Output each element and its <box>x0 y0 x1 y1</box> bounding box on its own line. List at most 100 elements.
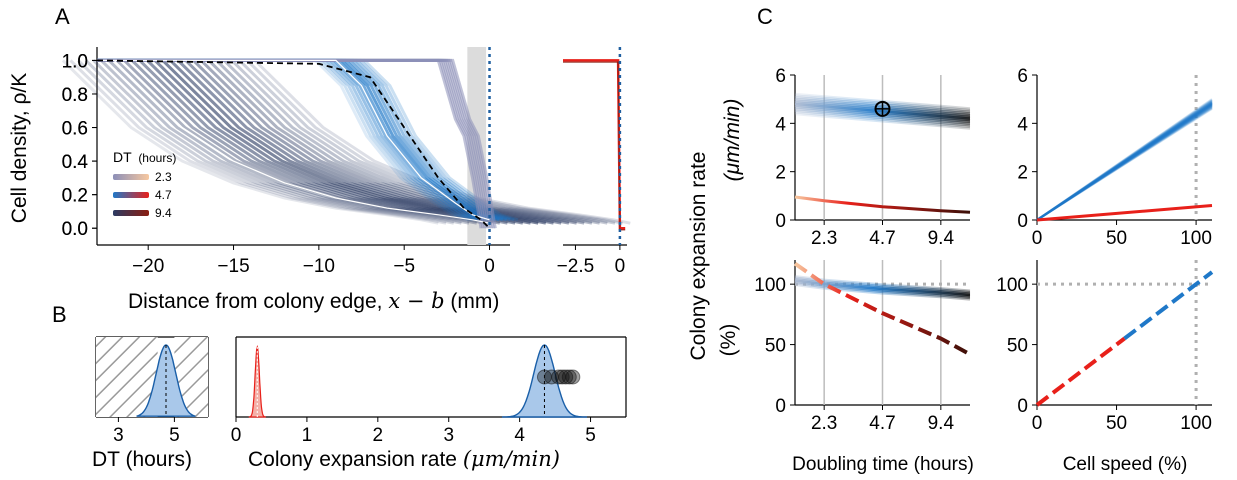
legend-swatch-2-3 <box>113 174 149 180</box>
series-4-7-line <box>97 58 481 222</box>
y-tick-label: 0 <box>775 211 786 232</box>
panel-a-ylabel: Cell density, ρ/K <box>8 73 31 223</box>
y-tick-label: 0.6 <box>62 119 88 140</box>
y-tick-label: 4 <box>775 114 786 135</box>
legend-label-9-4: 9.4 <box>155 206 172 220</box>
series-2-3-line <box>97 58 497 229</box>
y-tick-label: 50 <box>765 336 786 357</box>
series-9-4-median <box>113 59 490 224</box>
series-4-7-line <box>97 58 478 222</box>
x-tick-label: 0 <box>484 256 495 277</box>
legend-title: DT (hours) <box>113 149 176 165</box>
x-tick-label: 0 <box>1032 413 1043 434</box>
axes-a-main: −20 −15 −10 −5 0 0.0 0.2 0.4 0.6 0.8 1.0 <box>62 47 631 277</box>
x-tick-label: 2 <box>373 425 384 446</box>
y-tick-label: 100 <box>996 275 1028 296</box>
x-tick-label: 2.3 <box>811 228 837 249</box>
series-4-7-line <box>97 58 489 222</box>
panel-label-b: B <box>52 302 67 327</box>
inset-red-line <box>563 59 626 230</box>
x-tick-label: 2.3 <box>811 413 837 434</box>
series-9-4-line <box>192 59 570 225</box>
y-tick-label: 0.8 <box>62 85 88 106</box>
series-9-4-line <box>207 59 585 225</box>
x-tick-label: −10 <box>303 256 335 277</box>
x-tick-label: 4.7 <box>869 228 895 249</box>
x-tick-label: 0 <box>1032 228 1043 249</box>
panel-c-bottom-unit: (%) <box>717 324 740 357</box>
y-tick-label: 0.2 <box>62 186 88 207</box>
panel-a-legend: DT (hours) 2.3 4.7 9.4 <box>113 149 176 220</box>
x-tick-label: 3 <box>443 425 454 446</box>
y-tick-label: 0.6 <box>62 119 88 140</box>
x-tick-label: 0 <box>615 256 626 277</box>
legend-swatch-9-4 <box>113 210 149 216</box>
y-tick-label: 1.0 <box>62 51 88 72</box>
series-4-7-line <box>97 58 474 222</box>
y-tick-label: 50 <box>1007 336 1028 357</box>
red-dashed-line <box>1035 336 1126 407</box>
x-tick-label: 1 <box>302 425 313 446</box>
observed-point <box>565 369 581 385</box>
x-tick-label: −5 <box>393 256 415 277</box>
panel-c-ylabel: Colony expansion rate <box>687 152 710 361</box>
y-tick-label: 1.0 <box>62 51 88 72</box>
series-9-4-line <box>61 59 439 225</box>
axes-c-bottom-left: 2.3 4.7 9.4 0 50 100 <box>754 260 971 434</box>
legend-label-4-7: 4.7 <box>155 188 172 202</box>
series-9-4-line <box>200 59 577 225</box>
blue-band-line <box>794 111 971 129</box>
panel-label-c: C <box>757 4 773 29</box>
y-tick-label: 6 <box>1017 66 1028 87</box>
panel-label-a: A <box>55 4 70 29</box>
axes-b-right: 0 1 2 3 4 5 <box>231 336 627 446</box>
series-4-7-line <box>97 58 496 222</box>
y-tick-label: 0.4 <box>62 152 89 173</box>
series-9-4-line <box>84 59 462 225</box>
x-tick-label: 3 <box>113 425 124 446</box>
x-tick-label: 50 <box>1106 413 1127 434</box>
panel-b-left-xlabel: DT (hours) <box>92 448 192 471</box>
red-dashed-line <box>793 261 971 357</box>
series-9-4-line <box>100 59 477 225</box>
blue-band-line <box>794 282 971 300</box>
red-distribution <box>248 345 266 418</box>
observed-point <box>561 369 577 385</box>
panel-c-top-unit: (μm/min) <box>721 99 744 182</box>
blue-band-line <box>794 280 971 298</box>
blue-band-line <box>794 276 971 294</box>
panel-b-right-xlabel: Colony expansion rate (μm/min) <box>248 447 560 471</box>
legend-swatch-4-7 <box>113 192 149 198</box>
blue-band-line <box>794 277 971 295</box>
blue-band-line <box>794 283 971 301</box>
axes-c-top-left: 2.3 4.7 9.4 0 2 4 6 <box>775 66 971 249</box>
x-tick-label: 100 <box>1180 413 1212 434</box>
y-tick-label: 100 <box>754 275 786 296</box>
series-9-4-line <box>69 59 447 225</box>
blue-band-line <box>1036 99 1213 221</box>
dashed-fit-line <box>96 59 491 229</box>
blue-band-line <box>794 279 971 297</box>
x-tick-label: 5 <box>169 425 180 446</box>
series-9-4-line <box>77 59 454 225</box>
red-line <box>1036 204 1213 222</box>
x-tick-label: 100 <box>1180 228 1212 249</box>
blue-band-line <box>794 109 971 127</box>
x-tick-label: 4.7 <box>869 413 895 434</box>
panel-a-xlabel: Distance from colony edge, x − b (mm) <box>128 289 499 313</box>
series-9-4-line <box>123 59 501 225</box>
x-tick-label: 9.4 <box>928 228 955 249</box>
series-9-4-line <box>223 59 600 225</box>
blue-band-line <box>1036 98 1213 221</box>
blue-band-line <box>1036 100 1213 221</box>
y-tick-label: 0 <box>1017 396 1028 417</box>
series-4-7-line <box>97 58 519 222</box>
y-tick-label: 0 <box>1017 211 1028 232</box>
axes-c-bottom-right: 0 50 100 0 50 100 <box>996 260 1214 434</box>
y-tick-label: 2 <box>775 163 786 184</box>
inset-dark-red-line <box>563 61 626 231</box>
y-tick-label: 2 <box>1017 163 1028 184</box>
axes-a-inset: −2.5 0 <box>557 47 627 277</box>
